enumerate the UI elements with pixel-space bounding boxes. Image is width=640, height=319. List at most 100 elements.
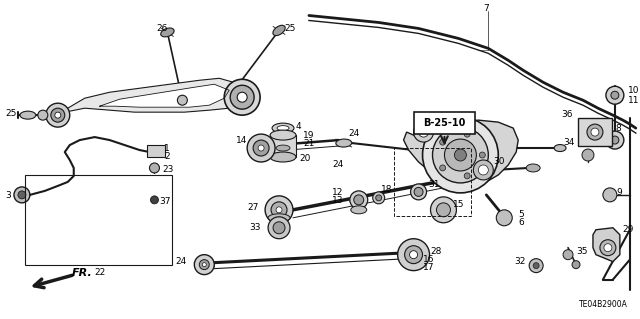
Circle shape [419, 127, 429, 137]
Circle shape [237, 92, 247, 102]
Text: 3: 3 [5, 191, 11, 200]
Circle shape [444, 139, 476, 171]
Text: 12: 12 [332, 189, 344, 197]
Text: 15: 15 [453, 200, 465, 209]
Circle shape [454, 149, 467, 161]
Text: 30: 30 [493, 158, 505, 167]
Circle shape [474, 160, 493, 180]
Text: B-25-10: B-25-10 [423, 118, 466, 128]
Text: 13: 13 [332, 197, 344, 205]
Ellipse shape [554, 145, 566, 152]
Text: 20: 20 [299, 153, 310, 162]
Text: 9: 9 [616, 189, 621, 197]
Circle shape [604, 244, 612, 252]
Circle shape [18, 191, 26, 199]
Text: 11: 11 [628, 96, 639, 105]
Text: 2: 2 [164, 152, 170, 160]
Circle shape [410, 251, 417, 259]
Circle shape [397, 239, 429, 271]
Circle shape [572, 261, 580, 269]
Text: 25: 25 [284, 24, 296, 33]
Circle shape [582, 149, 594, 161]
Circle shape [268, 217, 290, 239]
Circle shape [413, 122, 433, 142]
Circle shape [606, 131, 624, 149]
Circle shape [464, 131, 470, 137]
Ellipse shape [354, 195, 364, 205]
Text: 36: 36 [561, 110, 573, 119]
Text: 17: 17 [423, 263, 435, 272]
Circle shape [433, 127, 488, 183]
Bar [270, 135, 296, 157]
Ellipse shape [229, 85, 239, 95]
Ellipse shape [270, 130, 296, 140]
Ellipse shape [350, 191, 368, 209]
Bar [578, 118, 612, 146]
Text: FR.: FR. [72, 268, 93, 278]
Text: 22: 22 [94, 268, 106, 277]
Ellipse shape [277, 126, 289, 130]
Ellipse shape [336, 139, 352, 147]
Text: 18: 18 [381, 185, 392, 194]
Ellipse shape [351, 206, 367, 214]
Text: 27: 27 [248, 203, 259, 212]
Text: 25: 25 [5, 109, 17, 118]
Text: 19: 19 [303, 130, 314, 140]
Ellipse shape [268, 214, 290, 222]
Circle shape [224, 79, 260, 115]
Text: 10: 10 [628, 86, 639, 95]
Circle shape [404, 246, 422, 263]
Circle shape [247, 134, 275, 162]
Text: 33: 33 [250, 223, 261, 232]
Circle shape [496, 210, 512, 226]
Text: 21: 21 [303, 138, 314, 148]
Circle shape [199, 260, 209, 270]
Text: 34: 34 [563, 137, 575, 146]
Circle shape [195, 255, 214, 275]
Polygon shape [100, 84, 229, 107]
Text: 24: 24 [333, 160, 344, 169]
Ellipse shape [272, 123, 294, 133]
Circle shape [273, 222, 285, 234]
Ellipse shape [270, 152, 296, 162]
Circle shape [431, 197, 456, 223]
Text: 37: 37 [159, 197, 171, 206]
Circle shape [150, 163, 159, 173]
Text: 35: 35 [576, 247, 588, 256]
Text: 28: 28 [431, 247, 442, 256]
Circle shape [14, 187, 30, 203]
Circle shape [440, 165, 445, 171]
Circle shape [606, 86, 624, 104]
Circle shape [478, 165, 488, 175]
Circle shape [464, 173, 470, 179]
Circle shape [51, 108, 65, 122]
Polygon shape [404, 120, 518, 185]
Circle shape [265, 196, 293, 224]
Ellipse shape [276, 145, 290, 151]
Text: 8: 8 [615, 123, 621, 133]
Circle shape [230, 85, 254, 109]
Text: 5: 5 [518, 210, 524, 219]
Circle shape [38, 110, 48, 120]
Circle shape [271, 202, 287, 218]
Circle shape [529, 259, 543, 273]
Circle shape [587, 124, 603, 140]
Circle shape [253, 140, 269, 156]
Polygon shape [593, 228, 620, 262]
Circle shape [258, 145, 264, 151]
Text: 24: 24 [349, 129, 360, 137]
Circle shape [533, 263, 539, 269]
Ellipse shape [526, 164, 540, 172]
Text: 29: 29 [623, 225, 634, 234]
Text: 26: 26 [157, 24, 168, 33]
Circle shape [611, 136, 619, 144]
Bar [25, 175, 172, 265]
Circle shape [150, 196, 159, 204]
Text: TE04B2900A: TE04B2900A [579, 300, 628, 309]
Circle shape [611, 91, 619, 99]
Ellipse shape [372, 192, 385, 204]
Circle shape [55, 112, 61, 118]
Polygon shape [55, 78, 247, 118]
Text: 6: 6 [518, 218, 524, 227]
Circle shape [563, 250, 573, 260]
